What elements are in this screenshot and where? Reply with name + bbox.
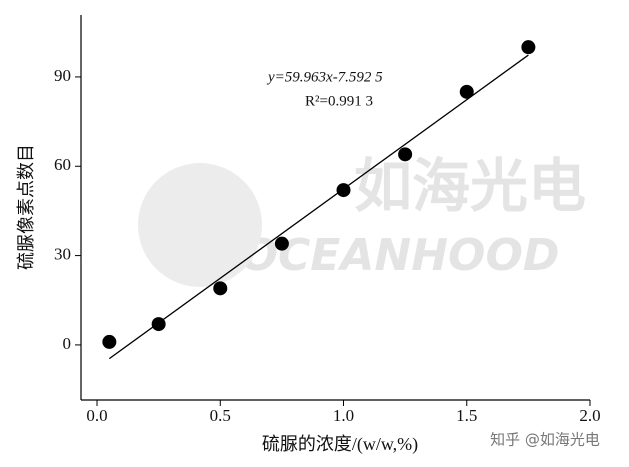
credit: 知乎 @如海光电 [490,431,600,449]
x-tick-label: 0.0 [86,406,107,425]
fit-line [108,54,529,360]
point [459,84,474,99]
y-tick-label: 30 [54,244,71,263]
x-tick-label: 1.0 [333,406,354,425]
watermark-logo [138,163,262,287]
y-tick-label: 90 [54,66,71,85]
point [274,236,289,251]
point [521,40,536,55]
watermark-en: OCEANHOOD [241,230,560,281]
point [102,334,117,349]
x-tick-label: 1.5 [456,406,477,425]
x-axis-label: 硫脲的浓度/(w/w,%) [262,434,418,455]
point [336,183,351,198]
y-axis-label: 硫脲像素点数目 [16,144,36,270]
point [151,317,166,332]
watermark-cn: 如海光电 [354,152,586,220]
annotation: R²=0.991 3 [305,93,373,109]
annotation: y=59.963x-7.592 5 [266,69,383,85]
y-tick-label: 60 [54,155,71,174]
y-tick-label: 0 [63,334,72,353]
x-tick-label: 2.0 [579,406,600,425]
point [213,281,228,296]
point [398,147,413,162]
x-tick-label: 0.5 [210,406,231,425]
